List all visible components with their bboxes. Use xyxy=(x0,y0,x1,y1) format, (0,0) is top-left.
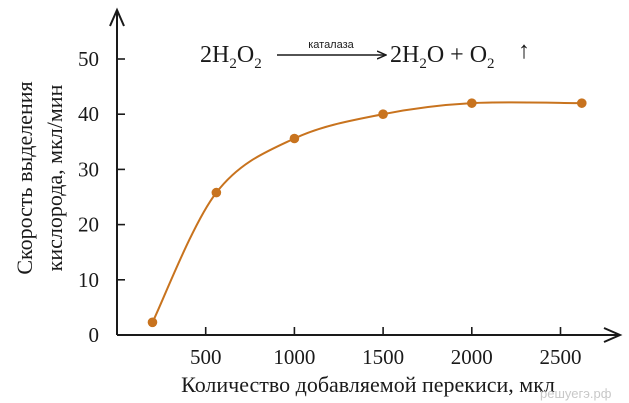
tick-labels: 500 1000 1500 2000 2500 0 10 20 30 40 50 xyxy=(78,47,582,369)
data-point xyxy=(211,187,222,198)
data-point xyxy=(289,133,300,144)
data-point xyxy=(467,98,477,108)
data-point xyxy=(576,98,587,108)
series-line xyxy=(151,101,582,323)
x-axis-title: Количество добавляемой перекиси, мкл xyxy=(181,372,555,397)
x-axis-arrow-icon xyxy=(603,327,623,343)
series-points xyxy=(147,98,587,328)
y-tick-label: 10 xyxy=(78,268,99,292)
y-axis-title: Скорость выделения кислорода, мкл/мин xyxy=(12,81,67,274)
data-point xyxy=(147,317,158,328)
data-point xyxy=(378,109,388,119)
y-tick-label: 30 xyxy=(78,157,99,181)
ticks xyxy=(117,58,562,335)
y-tick-label: 50 xyxy=(78,47,99,71)
reaction-equation: 2H2O2 каталаза 2H2O + O2 ↑ xyxy=(200,38,530,72)
reactant-formula: 2H2O2 xyxy=(200,42,262,72)
y-axis-title-line2: кислорода, мкл/мин xyxy=(42,84,67,271)
x-tick-label: 1000 xyxy=(273,345,315,369)
watermark: решуегэ.рф xyxy=(540,386,612,401)
y-tick-label: 40 xyxy=(78,102,99,126)
x-tick-label: 500 xyxy=(190,345,222,369)
x-tick-label: 1500 xyxy=(362,345,404,369)
x-tick-label: 2000 xyxy=(451,345,493,369)
x-tick-label: 2500 xyxy=(540,345,582,369)
gas-arrow-icon: ↑ xyxy=(518,38,530,64)
catalyst-label: каталаза xyxy=(308,39,354,51)
y-tick-label: 0 xyxy=(89,323,100,347)
y-axis-title-line1: Скорость выделения xyxy=(12,81,37,274)
y-axis-arrow-icon xyxy=(109,7,125,27)
y-tick-label: 20 xyxy=(78,213,99,237)
product-formula: 2H2O + O2 xyxy=(390,42,495,72)
